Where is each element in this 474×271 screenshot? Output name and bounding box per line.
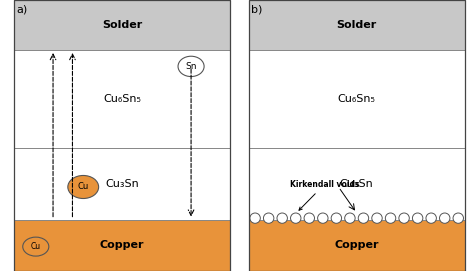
Bar: [249, 148, 465, 220]
Ellipse shape: [453, 213, 464, 223]
Ellipse shape: [304, 213, 314, 223]
Bar: [249, 220, 465, 271]
Ellipse shape: [372, 213, 382, 223]
Text: Kirkendall voids: Kirkendall voids: [290, 180, 359, 210]
Text: Cu₃Sn: Cu₃Sn: [105, 179, 139, 189]
Bar: [14, 0, 230, 271]
Ellipse shape: [399, 213, 410, 223]
Text: Sn: Sn: [185, 62, 197, 71]
Bar: [14, 220, 230, 271]
Bar: [249, 0, 465, 50]
Bar: [14, 50, 230, 148]
Bar: [249, 0, 465, 271]
Bar: [14, 148, 230, 220]
Text: Solder: Solder: [102, 20, 142, 30]
Ellipse shape: [439, 213, 450, 223]
Ellipse shape: [345, 213, 355, 223]
Text: a): a): [17, 4, 28, 14]
Ellipse shape: [291, 213, 301, 223]
Ellipse shape: [318, 213, 328, 223]
Ellipse shape: [385, 213, 396, 223]
Ellipse shape: [412, 213, 423, 223]
Ellipse shape: [264, 213, 274, 223]
Ellipse shape: [68, 176, 99, 198]
Text: Copper: Copper: [100, 240, 144, 250]
Text: Solder: Solder: [337, 20, 377, 30]
Ellipse shape: [331, 213, 342, 223]
Text: Copper: Copper: [335, 240, 379, 250]
Text: Cu₆Sn₅: Cu₆Sn₅: [338, 94, 375, 104]
Text: Cu: Cu: [31, 242, 41, 251]
Ellipse shape: [426, 213, 437, 223]
Bar: [14, 0, 230, 50]
Ellipse shape: [250, 213, 260, 223]
Text: b): b): [251, 4, 263, 14]
Text: Cu: Cu: [78, 182, 89, 192]
Bar: [249, 50, 465, 148]
Ellipse shape: [23, 237, 49, 256]
Text: Cu₆Sn₅: Cu₆Sn₅: [103, 94, 141, 104]
Text: Cu₃Sn: Cu₃Sn: [340, 179, 374, 189]
Ellipse shape: [178, 56, 204, 77]
Ellipse shape: [358, 213, 369, 223]
Ellipse shape: [277, 213, 287, 223]
